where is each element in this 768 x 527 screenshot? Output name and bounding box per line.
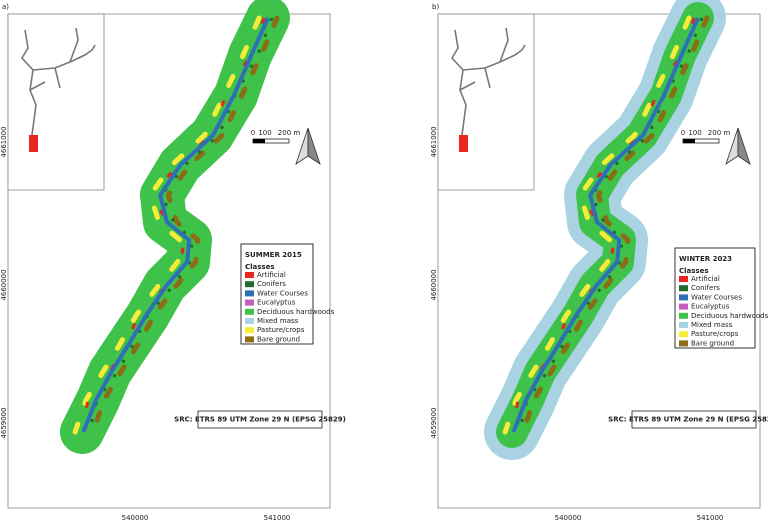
inset-network [451,27,526,136]
legend-label: Bare ground [257,335,300,343]
crs-box [631,410,757,429]
legend-label: Artificial [257,271,286,279]
legend-label: Pasture/crops [257,326,305,334]
legend-title: WINTER 2023 [679,255,732,263]
legend-swatch [679,294,688,301]
legend-swatch [245,272,254,278]
crs-note: SRC: ETRS 89 UTM Zone 29 N (EPSG 25829) [608,416,768,424]
easting-label: 540000 [122,514,149,522]
crs-box [197,410,323,429]
legend-swatch [679,276,688,282]
legend-label: Eucalyptus [257,299,296,307]
panel-label: a) [2,3,9,11]
legend-swatch [679,285,688,292]
legend-label: Deciduous hardwoods [257,308,335,316]
legend-label: Artificial [691,275,720,283]
map-panel: a) 0 100 200 m SUMMER 2015 ClassesArtificialC… [0,0,346,522]
scale-bar-fill [683,139,695,143]
legend-label: Mixed mass [691,321,733,329]
pasture-patches [502,15,692,435]
crs-note: SRC: ETRS 89 UTM Zone 29 N (EPSG 25829) [174,416,346,424]
inset-study-area [29,135,38,152]
bare-patches [520,15,710,435]
legend-swatch [245,290,254,297]
scale-label: 200 m [278,129,301,137]
legend-label: Deciduous hardwoods [691,312,768,320]
northing-label: 4660000 [430,269,438,300]
legend-swatch [679,340,688,347]
inset-frame [7,13,105,191]
legend-swatch [245,327,254,334]
scale-label: 0 [681,129,685,137]
northing-label: 4659000 [0,407,8,438]
legend-heading: Classes [679,267,709,275]
northing-label: 4661000 [430,126,438,157]
bare-patches [90,15,280,435]
legend-label: Conifers [257,280,286,288]
water-course [81,17,270,433]
easting-label: 541000 [697,514,724,522]
northing-label: 4659000 [430,407,438,438]
legend-swatch [679,303,688,310]
legend-label: Mixed mass [257,317,299,325]
legend-swatch [679,322,688,328]
legend-label: Bare ground [691,339,734,347]
legend-swatch [245,281,254,288]
scale-label: 100 [688,129,701,137]
legend-label: Water Courses [257,289,308,297]
legend-swatch [245,318,254,324]
legend-label: Water Courses [691,293,742,301]
north-arrow-right [737,127,751,165]
legend-box [674,247,756,349]
legend-swatch [245,308,254,315]
scale-bar-fill [253,139,265,143]
easting-label: 541000 [264,514,291,522]
legend-swatch [245,299,254,306]
inset-study-area [459,135,468,152]
legend-title: SUMMER 2015 [245,251,302,259]
scale-label: 200 m [708,129,731,137]
legend-swatch [679,331,688,338]
inset-frame [437,13,535,191]
northing-label: 4661000 [0,126,8,157]
panel-label: b) [432,3,439,11]
legend-swatch [679,312,688,319]
map-panel: b) 0 100 200 m WINTER 2023 ClassesArtificialC… [430,0,768,522]
northing-label: 4660000 [0,269,8,300]
scale-label: 0 [251,129,255,137]
water-course [511,17,700,433]
legend-heading: Classes [245,263,275,271]
north-arrow-right [307,127,321,165]
easting-label: 540000 [555,514,582,522]
legend-label: Eucalyptus [691,303,730,311]
scale-label: 100 [258,129,271,137]
legend-label: Conifers [691,284,720,292]
pasture-patches [72,15,262,435]
legend-label: Pasture/crops [691,330,739,338]
legend-swatch [245,336,254,343]
inset-network [21,27,96,136]
